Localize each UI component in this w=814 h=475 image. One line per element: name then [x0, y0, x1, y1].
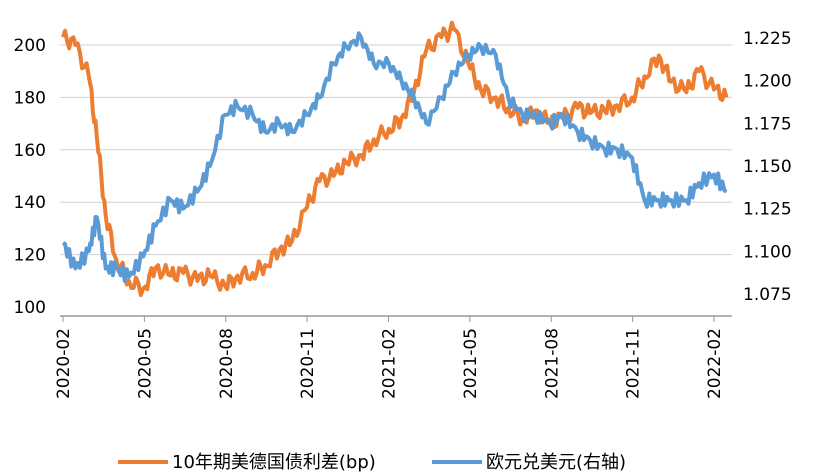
legend-label: 欧元兑美元(右轴)	[486, 452, 626, 473]
left-tick-label: 200	[14, 36, 46, 56]
left-axis-ticks: 100 120 140 160 180 200	[14, 36, 46, 318]
series-line-2	[61, 31, 728, 283]
series-lines	[61, 20, 729, 297]
x-tick-label: 2020-02	[54, 328, 74, 399]
x-tick-label: 2020-05	[135, 328, 155, 399]
left-tick-label: 120	[14, 246, 46, 266]
right-tick-label: 1.175	[743, 114, 792, 134]
right-axis-ticks: 1.075 1.100 1.125 1.150 1.175 1.200 1.225	[743, 29, 792, 305]
left-tick-label: 140	[14, 193, 46, 213]
legend-label: 10年期美德国债利差(bp)	[172, 452, 376, 473]
left-tick-label: 180	[14, 88, 46, 108]
left-tick-label: 100	[14, 298, 46, 318]
x-tick-label: 2021-05	[461, 328, 481, 399]
right-tick-label: 1.225	[743, 29, 792, 49]
right-tick-label: 1.125	[743, 200, 792, 220]
x-tick-label: 2022-02	[705, 328, 725, 399]
x-tick-label: 2021-02	[380, 328, 400, 399]
x-tick-label: 2021-11	[624, 328, 644, 399]
legend: 10年期美德国债利差(bp) 欧元兑美元(右轴)	[118, 452, 626, 473]
right-tick-label: 1.075	[743, 285, 792, 305]
left-tick-label: 160	[14, 141, 46, 161]
x-tick-label: 2021-08	[542, 328, 562, 399]
right-tick-label: 1.100	[743, 242, 792, 262]
right-tick-label: 1.150	[743, 157, 792, 177]
x-axis-ticks: 2020-02 2020-05 2020-08 2020-11 2021-02 2021-…	[54, 316, 725, 399]
right-tick-label: 1.200	[743, 72, 792, 92]
series-line-1	[61, 20, 729, 297]
x-tick-label: 2020-11	[298, 328, 318, 399]
x-tick-label: 2020-08	[217, 328, 237, 399]
